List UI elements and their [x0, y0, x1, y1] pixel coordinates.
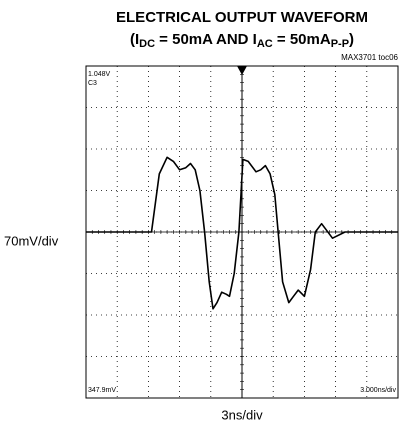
- annotation: 3.000ns/div: [360, 387, 396, 394]
- subscript: P-P: [331, 38, 349, 50]
- subtitle-part: ): [349, 31, 354, 48]
- y-axis-label: 70mV/div: [4, 233, 59, 248]
- annotation: C3: [88, 80, 97, 87]
- x-axis-label: 3ns/div: [221, 407, 263, 422]
- subscript: AC: [257, 38, 273, 50]
- trigger-marker: [237, 66, 247, 75]
- annotation: MAX3701 toc06: [341, 53, 398, 62]
- subtitle-part: (I: [130, 31, 139, 48]
- annotation: 1.048V: [88, 71, 111, 78]
- chart-subtitle: (IDC = 50mA AND IAC = 50mAP-P): [130, 31, 354, 50]
- annotation: 347.9mV: [88, 387, 116, 394]
- chart-title: ELECTRICAL OUTPUT WAVEFORM: [116, 9, 368, 26]
- subtitle-part: = 50mA: [273, 31, 331, 48]
- subtitle-part: = 50mA AND I: [155, 31, 257, 48]
- subscript: DC: [139, 38, 155, 50]
- waveform: [86, 156, 398, 310]
